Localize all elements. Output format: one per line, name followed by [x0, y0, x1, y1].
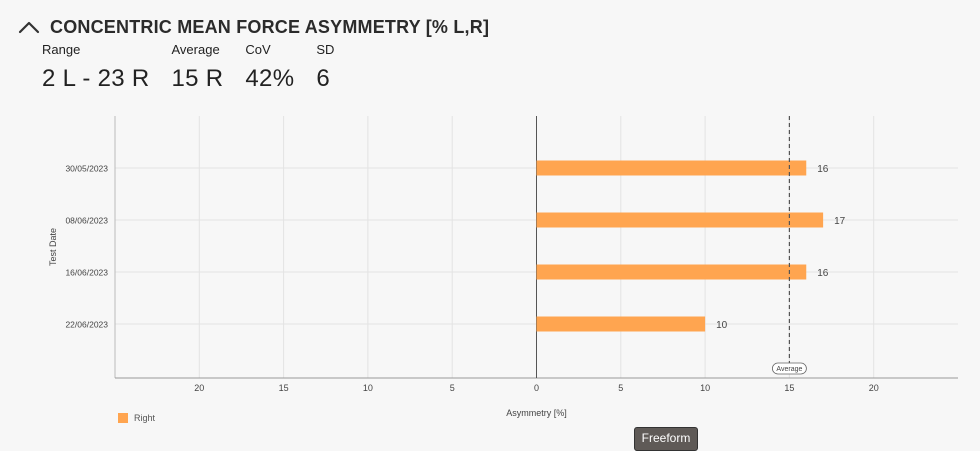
- x-tick-label: 10: [700, 383, 710, 393]
- chart-legend[interactable]: Right: [118, 413, 155, 423]
- stat-average-label: Average: [171, 42, 220, 57]
- legend-label-right: Right: [134, 413, 156, 423]
- stat-cov-label: CoV: [245, 42, 271, 57]
- average-badge: [772, 362, 807, 375]
- bar-30/05/2023: [536, 160, 807, 176]
- stat-average-value: 15 R: [171, 65, 224, 92]
- stat-cov: CoV 42%: [245, 41, 294, 93]
- x-tick-label: 20: [194, 383, 204, 393]
- stat-range: Range 2 L - 23 R: [42, 41, 150, 93]
- bar-08/06/2023: [536, 212, 824, 228]
- data-label: 10: [716, 320, 728, 331]
- x-tick-label: 5: [450, 383, 455, 393]
- y-tick-label: 08/06/2023: [65, 216, 108, 226]
- x-tick-label: 20: [869, 383, 879, 393]
- chart-header: CONCENTRIC MEAN FORCE ASYMMETRY [% L,R]: [16, 14, 489, 40]
- chart-title: CONCENTRIC MEAN FORCE ASYMMETRY [% L,R]: [50, 16, 490, 37]
- x-tick-label: 5: [618, 383, 623, 393]
- data-label: 16: [817, 164, 829, 175]
- stat-sd-value: 6: [316, 65, 330, 92]
- bar-22/06/2023: [536, 316, 706, 332]
- data-label: 16: [817, 268, 829, 279]
- average-label: Average: [776, 366, 802, 373]
- stat-sd: SD 6: [316, 41, 334, 93]
- y-tick-label: 22/06/2023: [65, 320, 108, 330]
- x-axis-title: Asymmetry [%]: [506, 408, 567, 418]
- x-tick-label: 10: [363, 383, 373, 393]
- y-axis-title: Test Date: [48, 228, 58, 266]
- x-tick-label: 0: [534, 383, 539, 393]
- legend-swatch-right: [118, 413, 128, 423]
- y-tick-label: 16/06/2023: [65, 268, 108, 278]
- data-label: 17: [834, 216, 846, 227]
- x-tick-label: 15: [279, 383, 289, 393]
- freeform-button[interactable]: Freeform: [634, 427, 698, 451]
- stats-row: Range 2 L - 23 R Average 15 R CoV 42% SD…: [42, 41, 356, 93]
- stat-range-label: Range: [42, 42, 81, 57]
- chevron-up-icon: [18, 21, 40, 34]
- y-tick-label: 30/05/2023: [65, 164, 108, 174]
- bar-16/06/2023: [536, 264, 807, 280]
- x-tick-label: 15: [784, 383, 794, 393]
- stat-cov-value: 42%: [245, 65, 295, 92]
- stat-average: Average 15 R: [172, 41, 224, 93]
- stat-range-value: 2 L - 23 R: [42, 65, 150, 92]
- collapse-button[interactable]: [16, 14, 42, 40]
- stat-sd-label: SD: [316, 42, 335, 57]
